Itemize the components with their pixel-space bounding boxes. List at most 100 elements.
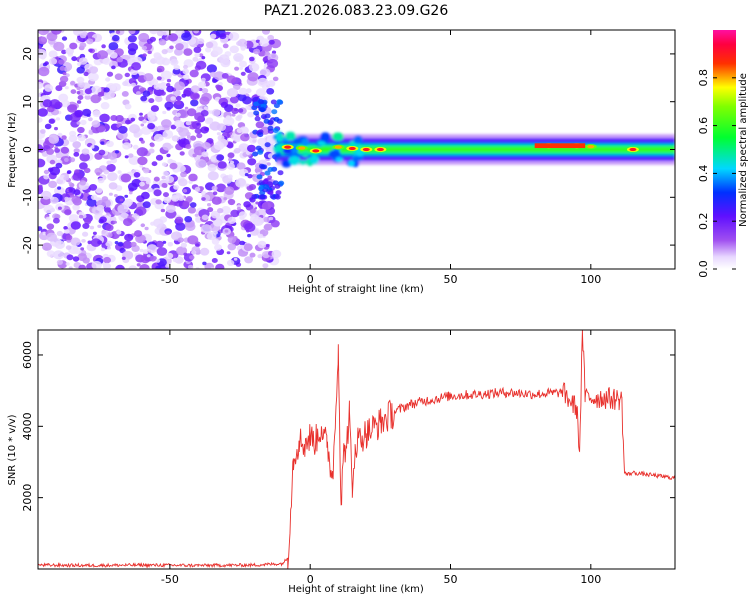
noise-blob [139,248,144,253]
noise-blob [201,142,211,150]
noise-blob [105,224,114,232]
noise-blob [272,128,279,133]
noise-blob [38,66,50,77]
noise-blob [229,45,239,54]
noise-blob [62,72,67,76]
noise-blob [146,244,158,253]
noise-blob [175,216,184,224]
noise-blob [59,75,69,83]
noise-blob [44,84,54,92]
noise-blob [153,218,164,228]
noise-blob [70,237,81,246]
noise-blob [117,204,129,214]
noise-blob [40,190,52,200]
noise-blob [53,250,65,260]
noise-blob [124,233,134,242]
noise-blob [76,121,81,125]
snr-series-line [38,330,675,569]
noise-blob [116,57,124,63]
noise-blob [188,173,198,182]
noise-blob [139,164,144,168]
noise-blob [192,153,197,158]
noise-blob [81,148,90,155]
noise-blob [218,54,230,64]
noise-blob [80,247,85,251]
noise-blob [48,118,55,124]
noise-blob [136,263,141,267]
noise-blob [146,254,151,258]
noise-blob [177,195,185,201]
x-tick-label: -50 [161,273,179,286]
noise-blob [224,186,235,195]
noise-blob [78,57,88,65]
noise-blob [240,46,246,51]
noise-blob [128,48,137,56]
noise-blob [56,259,64,265]
noise-blob [121,256,126,260]
noise-blob [169,45,174,50]
noise-blob [262,30,270,35]
noise-blob [183,252,188,256]
noise-blob [212,191,218,195]
signal-blob [348,160,355,167]
noise-blob [158,39,167,46]
noise-blob [267,34,275,41]
noise-blob [49,99,61,109]
colorbar-tick-label: 0.0 [697,260,710,278]
noise-blob [128,153,134,158]
noise-blob [238,87,248,95]
noise-blob [194,52,200,58]
noise-blob [43,174,50,180]
noise-blob [248,62,260,72]
noise-blob [244,222,256,232]
noise-blob [131,62,142,71]
y-tick-label: 10 [21,95,34,109]
snr-panel: -50 0 50 100 2000 4000 6000 Height of straigh… [7,329,676,595]
noise-blob [201,151,209,158]
noise-blob [150,78,159,85]
noise-blob [257,137,267,146]
noise-blob [38,45,42,49]
noise-blob [91,85,102,95]
snr-x-axis: -50 0 50 100 [161,330,601,586]
spectrogram-y-label: Frequency (Hz) [7,112,18,188]
noise-blob [266,58,279,69]
noise-blob [131,82,136,87]
noise-blob [100,141,105,145]
noise-blob [255,145,262,151]
noise-blob [216,132,221,136]
noise-blob [237,93,247,102]
signal-blob [301,138,310,147]
noise-blob [228,32,240,41]
noise-blob [184,106,189,110]
noise-blob [227,174,233,179]
noise-blob [38,52,47,60]
noise-blob [42,242,52,251]
noise-blob [100,247,106,252]
noise-blob [117,170,122,174]
x-tick-label: 100 [580,573,601,586]
noise-blob [80,119,87,126]
noise-blob [236,206,241,211]
noise-blob [115,115,124,122]
noise-blob [83,71,89,77]
noise-blob [138,32,150,43]
noise-blob [213,219,222,227]
noise-blob [199,96,210,105]
noise-blob [138,116,145,122]
noise-blob [171,195,180,202]
noise-blob [276,99,283,105]
noise-blob [77,126,85,134]
snr-x-label: Height of straight line (km) [288,584,424,595]
x-tick-label: 0 [307,573,314,586]
noise-blob [249,208,256,214]
noise-blob [54,126,58,131]
noise-blob [86,198,97,207]
noise-blob [105,77,111,82]
noise-blob [185,120,192,126]
noise-blob [73,247,82,255]
noise-blob [201,88,209,94]
x-tick-label: 50 [444,273,458,286]
noise-blob [259,194,266,200]
noise-blob [82,223,90,229]
